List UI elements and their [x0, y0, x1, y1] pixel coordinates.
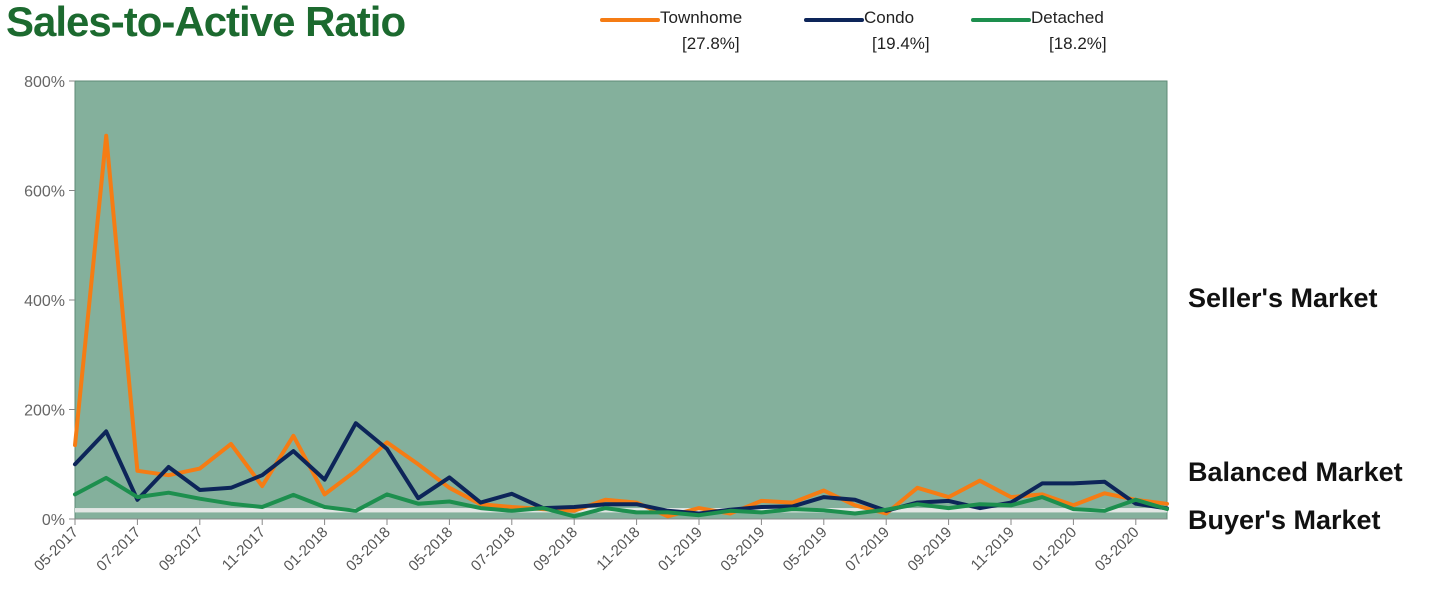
x-tick-label: 09-2017	[156, 524, 207, 575]
seller-market-label: Seller's Market	[1188, 283, 1378, 313]
x-tick-label: 09-2018	[530, 524, 581, 575]
townhome-legend-label: Townhome	[660, 8, 743, 27]
y-tick-label: 800%	[24, 74, 65, 91]
detached-latest-value: [18.2%]	[1049, 34, 1107, 53]
x-tick-label: 05-2018	[405, 524, 456, 575]
x-tick-label: 07-2018	[468, 524, 519, 575]
plot-area	[74, 80, 1168, 520]
x-tick-label: 09-2019	[904, 524, 955, 575]
detached-series-line	[73, 475, 1169, 519]
x-tick-label: 05-2017	[31, 524, 82, 575]
townhome-latest-value: [27.8%]	[682, 34, 740, 53]
x-tick-label: 03-2019	[717, 524, 768, 575]
x-tick-label: 05-2019	[780, 524, 831, 575]
y-tick-label: 400%	[24, 293, 65, 310]
x-tick-label: 03-2018	[343, 524, 394, 575]
condo-latest-value: [19.4%]	[872, 34, 930, 53]
x-tick-label: 03-2020	[1092, 524, 1143, 575]
x-tick-label: 11-2018	[593, 524, 643, 574]
y-tick-label: 200%	[24, 403, 65, 420]
y-tick-label: 600%	[24, 184, 65, 201]
x-tick-label: 11-2017	[219, 524, 269, 574]
balanced-market-label: Balanced Market	[1188, 457, 1403, 487]
townhome-legend-swatch	[600, 18, 660, 22]
detached-legend-swatch	[971, 18, 1031, 22]
x-tick-label: 11-2019	[968, 524, 1018, 574]
chart-title: Sales-to-Active Ratio	[6, 0, 406, 45]
detached-legend-label: Detached	[1031, 8, 1104, 27]
condo-legend-swatch	[804, 18, 864, 22]
x-tick-label: 01-2018	[280, 524, 331, 575]
buyer-market-label: Buyer's Market	[1188, 505, 1381, 535]
y-tick-label: 0%	[42, 512, 65, 529]
x-tick-label: 01-2019	[655, 524, 706, 575]
x-tick-label: 07-2019	[842, 524, 893, 575]
condo-legend-label: Condo	[864, 8, 915, 27]
condo-series-line	[73, 421, 1169, 516]
x-tick-label: 07-2017	[93, 524, 144, 575]
x-tick-label: 01-2020	[1029, 524, 1080, 575]
